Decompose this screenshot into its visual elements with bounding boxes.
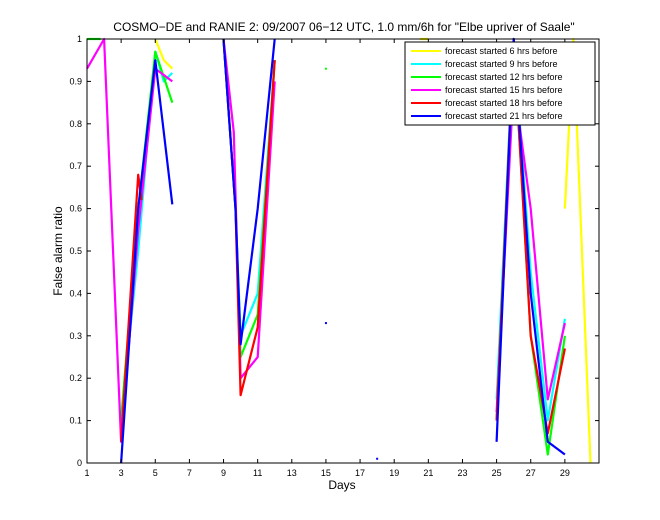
y-tick-label: 0.5 <box>69 246 82 256</box>
legend-label: forecast started 18 hrs before <box>445 98 563 108</box>
x-tick-label: 29 <box>560 468 570 478</box>
series-point <box>324 67 327 70</box>
y-tick-label: 0.1 <box>69 416 82 426</box>
chart-title: COSMO−DE and RANIE 2: 09/2007 06−12 UTC,… <box>113 20 574 34</box>
legend: forecast started 6 hrs before forecast st… <box>404 41 596 126</box>
y-axis-label: False alarm ratio <box>51 206 65 296</box>
y-tick-label: 0.8 <box>69 119 82 129</box>
y-tick-label: 0.9 <box>69 76 82 86</box>
y-tick-label: 0.4 <box>69 288 82 298</box>
x-tick-label: 1 <box>84 468 89 478</box>
x-tick-label: 23 <box>457 468 467 478</box>
series-line <box>154 38 174 70</box>
tick-layer: 1 3 5 7 9 11 13 15 17 19 21 23 25 27 2900.10.20.30.40.… <box>69 34 599 478</box>
x-axis-label: Days <box>328 478 355 492</box>
y-tick-label: 0.7 <box>69 161 82 171</box>
x-tick-label: 25 <box>492 468 502 478</box>
series-line <box>495 37 566 456</box>
x-tick-label: 15 <box>321 468 331 478</box>
x-tick-label: 3 <box>119 468 124 478</box>
legend-label: forecast started 15 hrs before <box>445 85 563 95</box>
series-line <box>120 59 174 464</box>
y-tick-label: 0.2 <box>69 373 82 383</box>
x-tick-label: 19 <box>389 468 399 478</box>
x-tick-label: 13 <box>287 468 297 478</box>
series-point <box>324 322 327 325</box>
legend-label: forecast started 12 hrs before <box>445 72 563 82</box>
legend-label: forecast started 6 hrs before <box>445 46 558 56</box>
plot-frame <box>86 38 600 464</box>
series-line <box>222 38 276 346</box>
series-6 <box>120 37 566 464</box>
x-tick-label: 17 <box>355 468 365 478</box>
x-tick-label: 7 <box>187 468 192 478</box>
y-tick-label: 0.3 <box>69 331 82 341</box>
y-tick-label: 1 <box>77 34 82 44</box>
x-tick-label: 9 <box>221 468 226 478</box>
legend-label: forecast started 21 hrs before <box>445 111 563 121</box>
y-tick-label: 0 <box>77 458 82 468</box>
x-tick-label: 11 <box>253 468 262 478</box>
legend-box <box>404 41 596 126</box>
series-point <box>376 457 379 460</box>
x-tick-label: 5 <box>153 468 158 478</box>
x-tick-label: 21 <box>423 468 433 478</box>
x-tick-label: 27 <box>526 468 536 478</box>
y-tick-label: 0.6 <box>69 204 82 214</box>
legend-label: forecast started 9 hrs before <box>445 59 558 69</box>
